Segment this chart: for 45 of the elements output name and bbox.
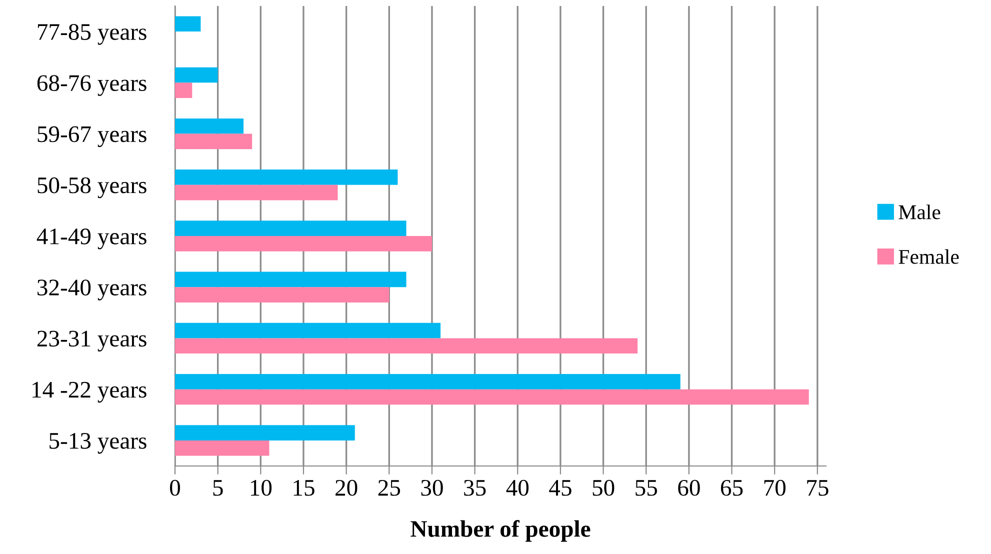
x-tick-label: 35 [464, 480, 486, 496]
bar [175, 236, 432, 252]
bar [175, 82, 192, 98]
x-tick-label: 20 [336, 480, 358, 496]
y-tick-label: 68-76 years [37, 75, 146, 96]
x-tick-label: 50 [592, 480, 614, 496]
x-tick-label: 0 [170, 480, 180, 496]
bar [175, 338, 638, 354]
bar [175, 134, 252, 150]
bar [175, 220, 406, 236]
bar [175, 389, 809, 405]
x-tick-label: 10 [250, 480, 272, 496]
bar [175, 425, 355, 440]
y-tick-label: 50-58 years [38, 177, 146, 198]
bar [175, 118, 244, 134]
x-tick-label: 70 [764, 480, 786, 496]
bar [175, 67, 218, 83]
y-tick-label: 14 -22 years [32, 382, 146, 403]
bar [175, 440, 270, 456]
x-tick-label: 30 [421, 480, 443, 496]
bar [175, 374, 680, 390]
legend-label: Female [898, 249, 959, 264]
x-tick-label: 75 [807, 480, 828, 496]
bar [175, 170, 398, 185]
x-tick-label: 15 [294, 480, 314, 496]
x-tick-label: 5 [213, 480, 223, 496]
y-tick-label: 77-85 years [38, 24, 146, 45]
bar [175, 287, 390, 302]
y-tick-label: 41-49 years [36, 228, 146, 250]
bar [175, 272, 406, 288]
legend-label: Male [898, 204, 940, 220]
x-tick-label: 55 [636, 480, 657, 496]
x-tick-label: 25 [378, 480, 400, 496]
bar [175, 16, 201, 32]
bar [175, 322, 441, 338]
y-tick-label: 59-67 years [38, 126, 146, 148]
x-tick-label: 45 [549, 480, 572, 496]
x-tick-label: 40 [506, 480, 529, 496]
bar [175, 184, 338, 200]
x-tick-label: 65 [720, 480, 743, 496]
x-tick-label: 60 [678, 480, 700, 496]
y-tick-label: 23-31 years [37, 330, 146, 352]
x-axis-title: Number of people [410, 520, 590, 542]
y-tick-label: 5-13 years [50, 432, 146, 454]
y-tick-label: 32-40 years [38, 280, 146, 300]
